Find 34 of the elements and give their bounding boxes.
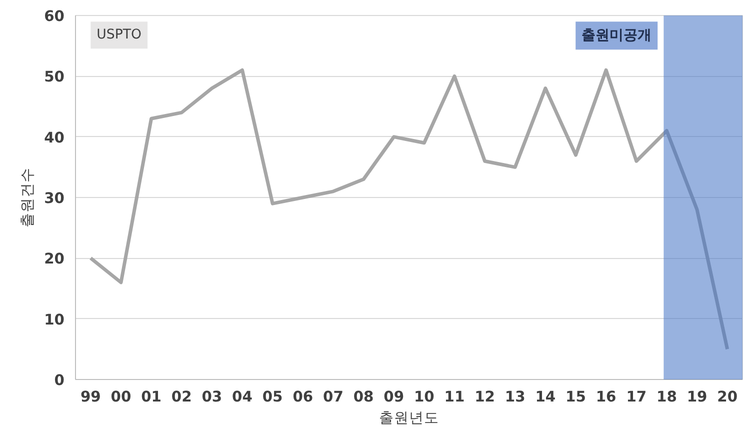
x-tick-label: 17 [626, 388, 647, 406]
y-tick-label: 10 [44, 311, 65, 328]
x-tick-label: 03 [202, 388, 222, 406]
x-tick-label: 09 [384, 388, 404, 406]
x-tick-label: 14 [535, 388, 556, 406]
x-tick-label: 08 [353, 388, 374, 406]
y-tick-label: 20 [44, 250, 65, 268]
x-tick-label: 18 [656, 388, 677, 406]
y-tick-label: 0 [54, 372, 65, 389]
annotation: USPTO [96, 28, 142, 43]
x-tick-label: 15 [566, 388, 586, 406]
x-tick-label: 00 [110, 388, 132, 406]
x-tick-label: 10 [414, 388, 434, 406]
y-tick-label: 50 [44, 68, 65, 86]
x-tick-label: 12 [474, 388, 496, 406]
x-tick-label: 16 [596, 388, 616, 406]
x-tick-label: 07 [323, 388, 344, 406]
x-tick-label: 11 [444, 388, 465, 406]
x-tick-label: 99 [80, 388, 101, 406]
x-tick-label: 20 [717, 388, 738, 406]
band-label: 출원미공개 [582, 28, 652, 44]
x-tick-label: 01 [141, 388, 162, 406]
x-tick-label: 05 [262, 388, 283, 406]
y-tick-label: 40 [44, 129, 65, 146]
x-tick-label: 06 [292, 388, 314, 406]
y-axis-title: 출원건수 [19, 168, 36, 228]
line-series [88, 68, 730, 351]
x-tick-label: 02 [171, 388, 192, 406]
x-axis-title: 출원년도 [379, 410, 439, 426]
x-tick-label: 19 [686, 388, 708, 406]
x-tick-label: 13 [504, 388, 526, 406]
x-tick-label: 04 [232, 388, 252, 406]
y-tick-label: 60 [44, 8, 65, 25]
y-tick-label: 30 [44, 190, 65, 207]
